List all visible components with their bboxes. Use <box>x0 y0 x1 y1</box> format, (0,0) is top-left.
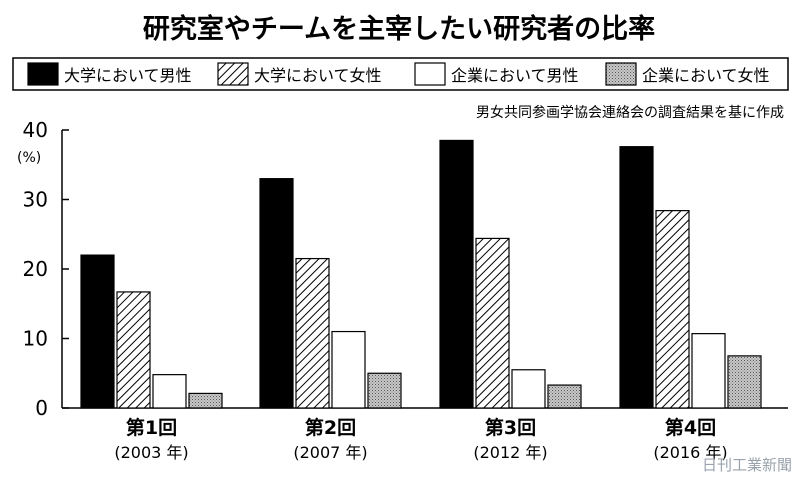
category-year-label: (2012 年) <box>473 443 547 462</box>
category-label: 第1回 <box>126 416 177 439</box>
legend-label-3: 企業において男性 <box>451 66 579 85</box>
y-tick-label: 20 <box>23 257 48 281</box>
bar-3-3 <box>511 369 546 409</box>
bar-4-4 <box>727 355 762 409</box>
legend-swatch-2 <box>217 62 249 86</box>
legend-swatch-4 <box>605 62 637 86</box>
y-tick-label: 0 <box>35 396 48 420</box>
category-year-label: (2007 年) <box>293 443 367 462</box>
category-labels: 第1回 (2003 年) 第2回 (2007 年) 第3回 (2012 年) 第4回 (201… <box>114 416 727 462</box>
bar-3-4 <box>547 384 582 409</box>
category-label: 第2回 <box>305 416 356 439</box>
bar-4-1 <box>619 146 654 409</box>
bar-3-1 <box>439 139 474 409</box>
source-note: 男女共同参画学協会連絡会の調査結果を基に作成 <box>476 104 784 121</box>
bar-2-1 <box>259 178 294 409</box>
bar-3-2 <box>475 237 510 409</box>
bar-4-2 <box>655 210 690 409</box>
chart-title: 研究室やチームを主宰したい研究者の比率 <box>143 13 655 45</box>
y-tick-label: 40 <box>23 118 48 142</box>
bar-1-3 <box>152 374 187 409</box>
y-tick-label: 10 <box>23 327 48 351</box>
watermark: 日刊工業新聞 <box>702 456 792 474</box>
category-year-label: (2003 年) <box>114 443 188 462</box>
y-tick-label: 30 <box>23 188 48 212</box>
legend: 大学において男性 大学において女性 企業において男性 企業において女性 <box>12 57 789 91</box>
legend-swatch-1 <box>27 62 59 86</box>
legend-swatch-3 <box>414 62 446 86</box>
bars <box>80 139 762 409</box>
bar-1-4 <box>188 392 223 409</box>
bar-4-3 <box>691 333 726 409</box>
category-label: 第4回 <box>665 416 716 439</box>
legend-label-1: 大学において男性 <box>64 66 192 85</box>
legend-label-4: 企業において女性 <box>642 66 770 85</box>
bar-2-4 <box>367 372 402 409</box>
y-unit-label: (%) <box>17 150 41 166</box>
bar-2-2 <box>295 257 330 409</box>
bar-1-2 <box>116 291 151 409</box>
category-label: 第3回 <box>485 416 536 439</box>
legend-label-2: 大学において女性 <box>254 66 382 85</box>
legend-frame <box>12 57 789 91</box>
bar-1-1 <box>80 254 115 409</box>
category-year-label: (2016 年) <box>653 443 727 462</box>
bar-2-3 <box>331 330 366 409</box>
